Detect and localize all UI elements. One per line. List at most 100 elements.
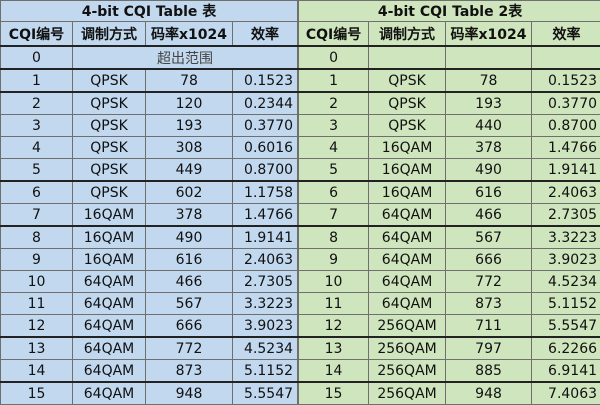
cell-code-rate: 948 [145, 381, 233, 405]
table-row: 1 QPSK 78 0.1523 [298, 68, 600, 93]
col-header-code-rate: 码率x1024 [445, 21, 533, 47]
cell-efficiency: 0.2344 [231, 91, 299, 115]
cell-code-rate: 616 [445, 180, 533, 204]
table-row: 14 64QAM 873 5.1152 [0, 359, 299, 383]
col-header-modulation: 调制方式 [72, 21, 146, 47]
cell-modulation: 16QAM [72, 203, 146, 227]
table-row: 11 64QAM 567 3.3223 [0, 292, 299, 315]
cell-code-rate: 567 [145, 292, 233, 315]
cell-modulation: 16QAM [72, 248, 146, 271]
cell-modulation: QPSK [72, 91, 146, 115]
cell-efficiency: 2.7305 [531, 203, 600, 227]
table-row: 9 64QAM 666 3.9023 [298, 248, 600, 271]
cell-code-rate [445, 45, 533, 70]
cell-code-rate: 666 [145, 314, 233, 338]
cell-efficiency: 6.2266 [531, 336, 600, 360]
cell-cqi: 4 [298, 136, 370, 159]
cell-modulation: 64QAM [72, 314, 146, 338]
table-title: 4-bit CQI Table 表 [0, 0, 299, 22]
col-header-efficiency: 效率 [231, 21, 299, 47]
cell-efficiency: 2.4063 [531, 180, 600, 204]
table-row: 2 QPSK 193 0.3770 [298, 91, 600, 115]
cell-modulation: 64QAM [368, 292, 447, 315]
cell-efficiency: 4.5234 [531, 270, 600, 293]
cell-code-rate: 466 [445, 203, 533, 227]
cell-cqi: 2 [0, 91, 73, 115]
cell-efficiency: 3.3223 [231, 292, 299, 315]
cell-modulation: 16QAM [368, 136, 447, 159]
cell-cqi: 9 [0, 248, 73, 271]
cell-efficiency: 0.1523 [531, 68, 600, 93]
cell-efficiency: 3.3223 [531, 225, 600, 249]
table-row: 7 64QAM 466 2.7305 [298, 203, 600, 227]
cell-cqi: 5 [298, 158, 370, 182]
cell-code-rate: 666 [445, 248, 533, 271]
col-header-cqi: CQI编号 [298, 21, 370, 47]
col-header-modulation: 调制方式 [368, 21, 447, 47]
table-row: 9 16QAM 616 2.4063 [0, 248, 299, 271]
cell-cqi: 0 [298, 45, 370, 70]
table-row: 5 16QAM 490 1.9141 [298, 158, 600, 182]
cell-modulation: QPSK [72, 180, 146, 204]
cell-code-rate: 193 [145, 114, 233, 137]
col-header-cqi: CQI编号 [0, 21, 73, 47]
cell-code-rate: 78 [445, 68, 533, 93]
cell-efficiency: 5.5547 [231, 381, 299, 405]
cell-cqi: 0 [0, 45, 73, 70]
cell-efficiency: 0.8700 [531, 114, 600, 137]
table-row: 8 16QAM 490 1.9141 [0, 225, 299, 249]
cell-code-rate: 78 [145, 68, 233, 93]
cell-efficiency: 2.4063 [231, 248, 299, 271]
cell-efficiency: 0.6016 [231, 136, 299, 159]
table-body: 0 1 QPSK 78 0.1523 2 QPSK 193 0.3770 3 QPSK 440 0.8… [298, 45, 600, 405]
cell-code-rate: 948 [445, 381, 533, 405]
cell-cqi: 15 [0, 381, 73, 405]
cqi-table-2: 4-bit CQI Table 2表 CQI编号 调制方式 码率x1024 效率… [298, 0, 600, 405]
cell-modulation: QPSK [72, 114, 146, 137]
table-row: 4 QPSK 308 0.6016 [0, 136, 299, 159]
table-row: 15 256QAM 948 7.4063 [298, 381, 600, 405]
cell-code-rate: 711 [445, 314, 533, 338]
cell-modulation: 64QAM [72, 381, 146, 405]
cell-modulation: QPSK [72, 158, 146, 182]
cell-efficiency: 7.4063 [531, 381, 600, 405]
table-row: 12 64QAM 666 3.9023 [0, 314, 299, 338]
cell-efficiency: 6.9141 [531, 359, 600, 383]
cqi-table-1: 4-bit CQI Table 表 CQI编号 调制方式 码率x1024 效率 … [0, 0, 299, 405]
table-row: 2 QPSK 120 0.2344 [0, 91, 299, 115]
cell-modulation: 256QAM [368, 336, 447, 360]
col-header-efficiency: 效率 [531, 21, 600, 47]
cell-cqi: 14 [298, 359, 370, 383]
cell-cqi: 8 [298, 225, 370, 249]
cell-efficiency: 1.9141 [231, 225, 299, 249]
cell-modulation: 64QAM [72, 270, 146, 293]
cell-modulation: 16QAM [72, 225, 146, 249]
cell-modulation: 64QAM [368, 270, 447, 293]
cell-code-rate: 885 [445, 359, 533, 383]
table-row: 15 64QAM 948 5.5547 [0, 381, 299, 405]
cell-modulation: QPSK [368, 68, 447, 93]
cell-cqi: 6 [0, 180, 73, 204]
cell-efficiency [531, 45, 600, 70]
table-row: 10 64QAM 772 4.5234 [298, 270, 600, 293]
cell-cqi: 13 [298, 336, 370, 360]
cell-modulation: 16QAM [368, 180, 447, 204]
cell-code-rate: 772 [145, 336, 233, 360]
table-row: 10 64QAM 466 2.7305 [0, 270, 299, 293]
cell-modulation: QPSK [72, 136, 146, 159]
cell-modulation: 256QAM [368, 359, 447, 383]
table-title: 4-bit CQI Table 2表 [298, 0, 600, 22]
cell-modulation [368, 45, 447, 70]
table-row: 8 64QAM 567 3.3223 [298, 225, 600, 249]
cell-efficiency: 2.7305 [231, 270, 299, 293]
table-row: 6 16QAM 616 2.4063 [298, 180, 600, 204]
table-row: 11 64QAM 873 5.1152 [298, 292, 600, 315]
cell-modulation: QPSK [72, 68, 146, 93]
cell-cqi: 7 [298, 203, 370, 227]
table-row: 3 QPSK 440 0.8700 [298, 114, 600, 137]
cell-cqi: 12 [298, 314, 370, 338]
table-row: 5 QPSK 449 0.8700 [0, 158, 299, 182]
table-row: 0 超出范围 [0, 45, 299, 70]
cell-modulation: 64QAM [72, 292, 146, 315]
cell-modulation: 64QAM [368, 248, 447, 271]
